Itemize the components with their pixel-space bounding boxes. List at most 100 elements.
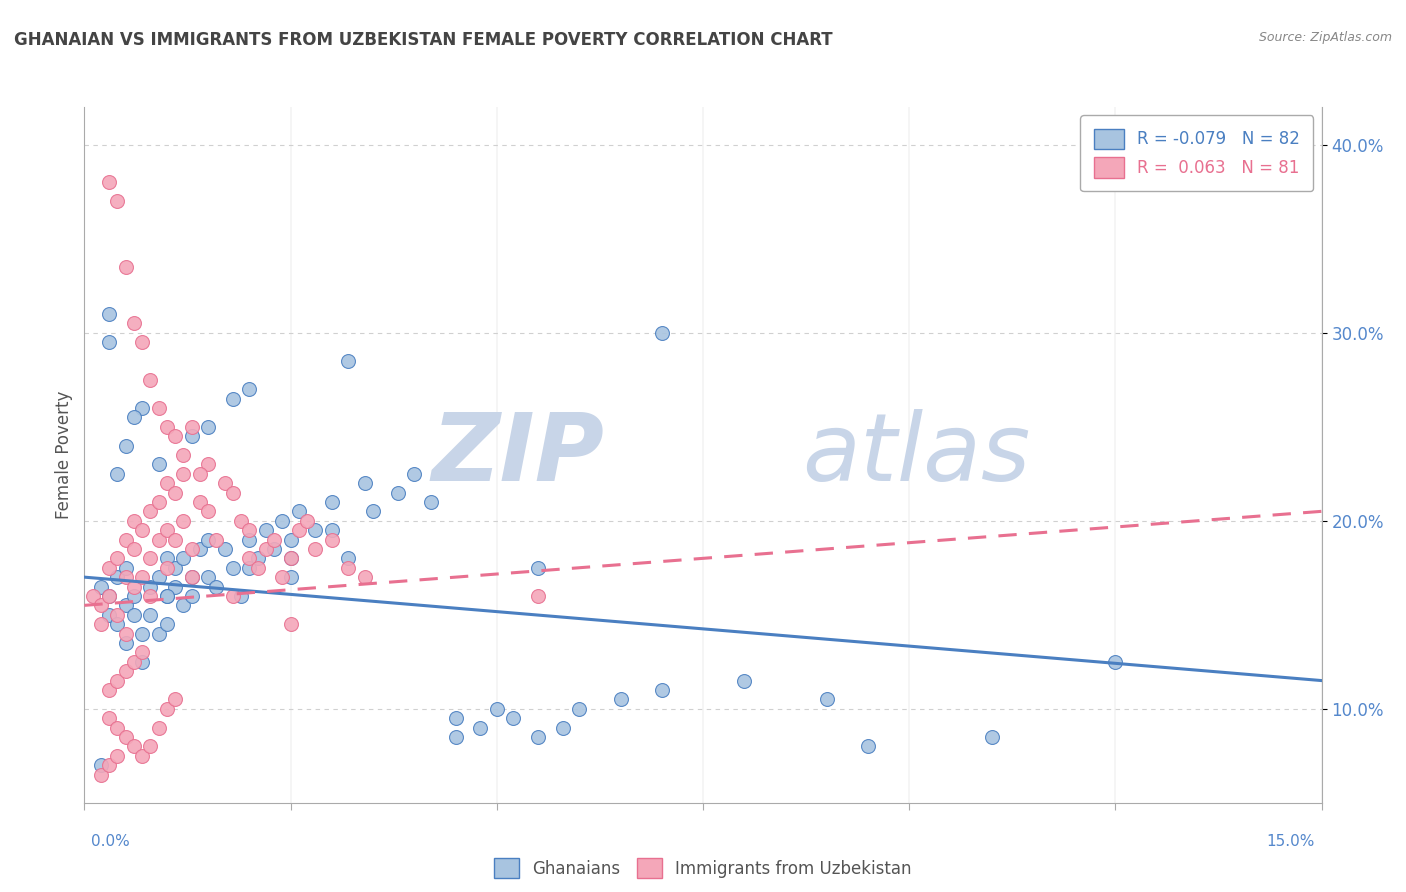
Point <box>139 589 162 603</box>
Text: ZIP: ZIP <box>432 409 605 501</box>
Point <box>222 392 245 406</box>
Point <box>156 476 179 491</box>
Point <box>165 485 187 500</box>
Point <box>353 476 375 491</box>
Point <box>205 533 228 547</box>
Point <box>180 570 202 584</box>
Point <box>122 655 145 669</box>
Point <box>188 467 211 481</box>
Point <box>90 617 112 632</box>
Point <box>733 673 755 688</box>
Point <box>214 541 236 556</box>
Point <box>156 551 179 566</box>
Point <box>105 673 128 688</box>
Point <box>131 655 153 669</box>
Point <box>222 560 245 574</box>
Point <box>122 410 145 425</box>
Point <box>114 560 136 574</box>
Point <box>98 589 121 603</box>
Point <box>222 589 245 603</box>
Point <box>254 541 277 556</box>
Point <box>180 570 202 584</box>
Point <box>353 570 375 584</box>
Point <box>295 514 318 528</box>
Point <box>105 194 128 208</box>
Point <box>197 458 219 472</box>
Point <box>387 485 409 500</box>
Point <box>271 514 294 528</box>
Point <box>815 692 838 706</box>
Point <box>470 721 492 735</box>
Point <box>172 551 194 566</box>
Point <box>82 589 104 603</box>
Text: Source: ZipAtlas.com: Source: ZipAtlas.com <box>1258 31 1392 45</box>
Point <box>238 382 260 396</box>
Point <box>1104 655 1126 669</box>
Point <box>246 560 269 574</box>
Point <box>197 533 219 547</box>
Point <box>165 560 187 574</box>
Point <box>148 533 170 547</box>
Point <box>527 560 550 574</box>
Point <box>131 570 153 584</box>
Point <box>172 467 194 481</box>
Point <box>90 758 112 772</box>
Point <box>131 401 153 415</box>
Point <box>105 617 128 632</box>
Point <box>105 551 128 566</box>
Point <box>856 739 879 754</box>
Point <box>304 523 326 537</box>
Point <box>114 730 136 744</box>
Point <box>105 607 128 622</box>
Point <box>205 580 228 594</box>
Point <box>131 626 153 640</box>
Point <box>304 541 326 556</box>
Point <box>197 419 219 434</box>
Point <box>180 429 202 443</box>
Point <box>180 589 202 603</box>
Point <box>180 541 202 556</box>
Point <box>98 560 121 574</box>
Point <box>122 580 145 594</box>
Point <box>122 541 145 556</box>
Point <box>156 617 179 632</box>
Point <box>105 748 128 763</box>
Text: 0.0%: 0.0% <box>91 834 131 849</box>
Point <box>131 335 153 350</box>
Point <box>156 560 179 574</box>
Point <box>139 551 162 566</box>
Point <box>98 307 121 321</box>
Point <box>238 523 260 537</box>
Point <box>139 580 162 594</box>
Point <box>337 560 360 574</box>
Point <box>337 354 360 368</box>
Point <box>165 533 187 547</box>
Point <box>114 664 136 678</box>
Point <box>122 316 145 330</box>
Point <box>172 514 194 528</box>
Point <box>321 495 343 509</box>
Text: GHANAIAN VS IMMIGRANTS FROM UZBEKISTAN FEMALE POVERTY CORRELATION CHART: GHANAIAN VS IMMIGRANTS FROM UZBEKISTAN F… <box>14 31 832 49</box>
Point <box>122 514 145 528</box>
Point <box>197 570 219 584</box>
Point <box>551 721 574 735</box>
Point <box>165 580 187 594</box>
Point <box>280 533 302 547</box>
Point <box>131 645 153 659</box>
Point <box>156 589 179 603</box>
Point <box>148 721 170 735</box>
Point <box>98 758 121 772</box>
Point <box>527 589 550 603</box>
Point <box>105 467 128 481</box>
Point <box>180 419 202 434</box>
Point <box>90 580 112 594</box>
Point <box>280 551 302 566</box>
Point <box>229 514 252 528</box>
Point <box>139 607 162 622</box>
Text: atlas: atlas <box>801 409 1031 500</box>
Point <box>156 523 179 537</box>
Point <box>148 626 170 640</box>
Point <box>114 599 136 613</box>
Point <box>222 485 245 500</box>
Text: 15.0%: 15.0% <box>1267 834 1315 849</box>
